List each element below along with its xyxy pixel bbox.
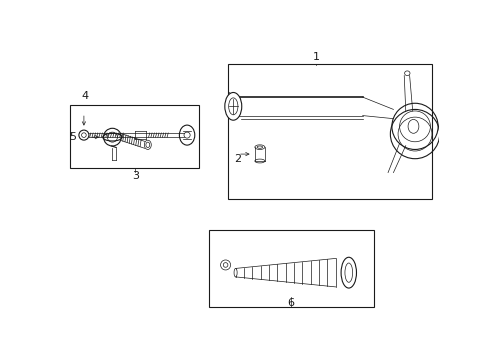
Ellipse shape — [341, 257, 356, 288]
Text: 3: 3 — [132, 171, 139, 181]
Text: 1: 1 — [312, 52, 319, 62]
Ellipse shape — [224, 93, 241, 120]
Circle shape — [79, 130, 89, 140]
Circle shape — [103, 128, 121, 146]
Bar — [208, 230, 373, 307]
Ellipse shape — [179, 125, 194, 145]
Text: 2: 2 — [234, 154, 241, 164]
Text: 5: 5 — [69, 132, 76, 142]
Bar — [227, 64, 431, 199]
Bar — [70, 105, 199, 168]
Ellipse shape — [234, 269, 237, 277]
Ellipse shape — [144, 140, 151, 149]
Text: 6: 6 — [287, 298, 294, 309]
Text: 4: 4 — [81, 91, 89, 100]
